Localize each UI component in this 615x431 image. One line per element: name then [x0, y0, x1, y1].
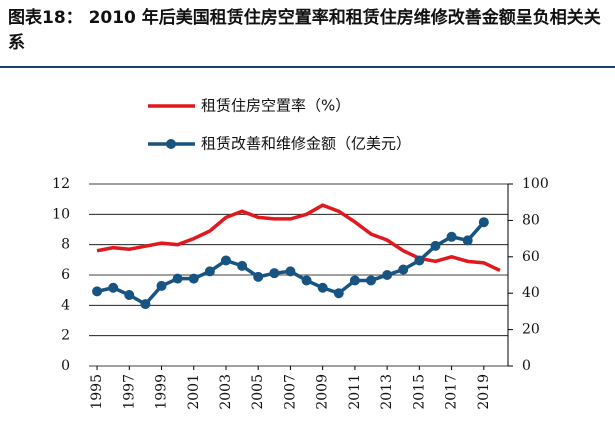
- marker: [285, 266, 296, 277]
- marker: [446, 231, 457, 242]
- x-tick-label: 2005: [250, 374, 266, 410]
- marker: [301, 275, 312, 286]
- series-line: [96, 221, 486, 307]
- series-line: [96, 203, 501, 273]
- marker: [398, 264, 409, 275]
- marker: [349, 275, 360, 286]
- x-tick-label: 2011: [347, 374, 363, 410]
- marker: [156, 280, 167, 291]
- y-tick-label: 4: [61, 297, 70, 313]
- marker: [414, 255, 425, 266]
- x-tick-label: 2007: [282, 374, 298, 410]
- chart-title: 图表18： 2010 年后美国租赁住房空置率和租赁住房维修改善金额呈负相关关系: [8, 8, 601, 53]
- y-tick-label: 0: [61, 358, 70, 374]
- x-tick-label: 2003: [218, 374, 234, 410]
- x-tick-label: 2009: [315, 374, 331, 410]
- legend-marker: [166, 139, 176, 149]
- marker: [92, 286, 103, 297]
- y-tick-label: 2: [61, 328, 70, 344]
- x-tick-label: 1999: [154, 374, 170, 410]
- y-tick-label: 12: [52, 176, 70, 192]
- x-tick-label: 2015: [411, 374, 427, 410]
- title-rule: [0, 66, 615, 68]
- y-tick-label: 10: [52, 206, 70, 222]
- marker: [317, 282, 328, 293]
- marker: [237, 260, 248, 271]
- marker: [478, 217, 489, 228]
- x-tick-label: 2019: [476, 374, 492, 410]
- y2-tick-label: 80: [522, 212, 540, 228]
- y-tick-label: 6: [61, 267, 70, 283]
- y2-tick-label: 100: [522, 176, 549, 192]
- y2-tick-label: 20: [522, 322, 540, 338]
- y2-tick-label: 60: [522, 249, 540, 265]
- marker: [253, 271, 264, 282]
- marker: [108, 282, 119, 293]
- marker: [140, 299, 151, 310]
- marker: [269, 268, 280, 279]
- y-tick-label: 8: [61, 237, 70, 253]
- marker: [188, 273, 199, 284]
- y2-tick-label: 0: [522, 358, 531, 374]
- marker: [430, 240, 441, 251]
- marker: [124, 290, 135, 301]
- marker: [220, 255, 231, 266]
- x-tick-label: 2001: [186, 374, 202, 410]
- marker: [172, 273, 183, 284]
- y2-tick-label: 40: [522, 285, 540, 301]
- x-tick-label: 2017: [444, 374, 460, 410]
- x-tick-label: 1995: [89, 374, 105, 410]
- marker: [204, 266, 215, 277]
- marker: [333, 288, 344, 299]
- legend-label: 租赁住房空置率（%）: [201, 97, 350, 115]
- marker: [382, 270, 393, 280]
- marker: [462, 235, 473, 246]
- marker: [366, 275, 377, 286]
- x-tick-label: 2013: [379, 374, 395, 410]
- x-tick-label: 1997: [121, 374, 137, 410]
- legend-label: 租赁改善和维修金额（亿美元）: [201, 135, 411, 153]
